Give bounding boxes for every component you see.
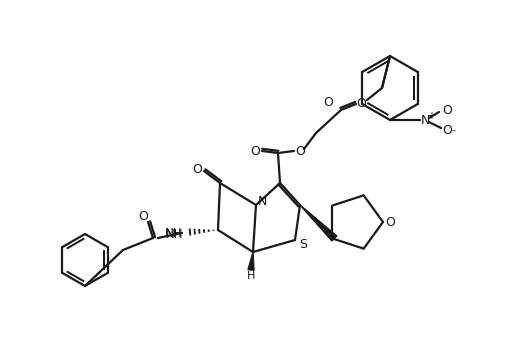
Text: O: O bbox=[384, 216, 394, 228]
Polygon shape bbox=[299, 205, 336, 241]
Text: +: + bbox=[426, 111, 434, 121]
Text: O: O bbox=[249, 145, 260, 158]
Text: O: O bbox=[322, 96, 332, 108]
Polygon shape bbox=[247, 252, 253, 270]
Text: O: O bbox=[355, 97, 365, 110]
Text: O: O bbox=[441, 124, 451, 136]
Text: O: O bbox=[192, 163, 202, 175]
Text: NH: NH bbox=[164, 227, 182, 240]
Text: O: O bbox=[138, 209, 148, 223]
Text: N: N bbox=[257, 194, 266, 208]
Text: NH: NH bbox=[165, 227, 183, 241]
Text: N: N bbox=[419, 113, 429, 126]
Text: H: H bbox=[246, 271, 254, 281]
Text: S: S bbox=[298, 237, 306, 251]
Text: ⁻: ⁻ bbox=[449, 128, 455, 138]
Text: O: O bbox=[295, 145, 304, 158]
Text: O: O bbox=[441, 103, 451, 116]
